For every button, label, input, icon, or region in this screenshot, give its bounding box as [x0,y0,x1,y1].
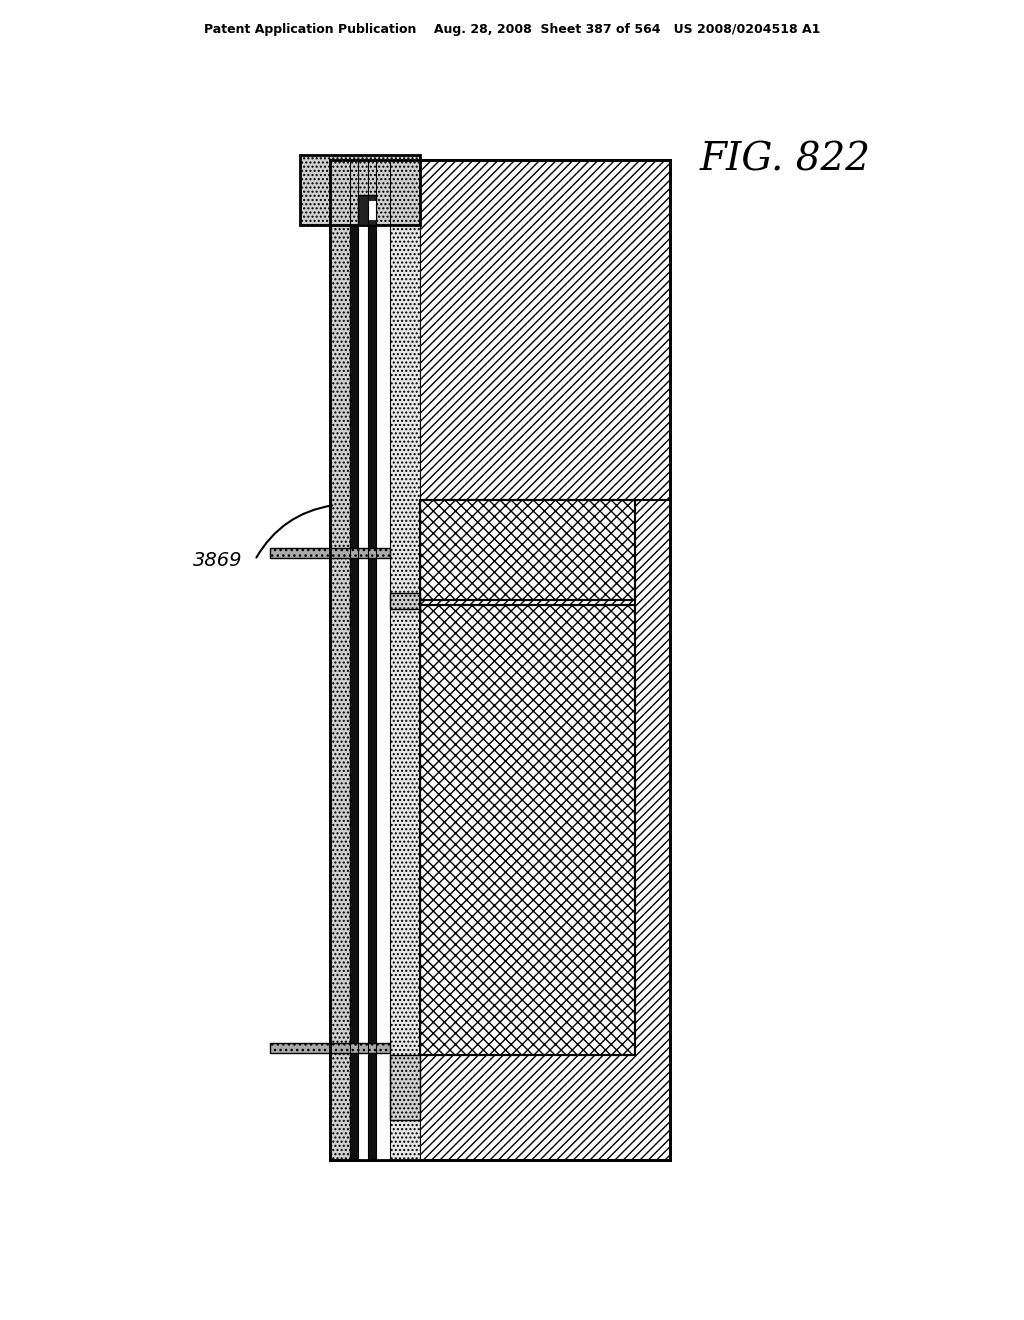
Bar [270,548,390,558]
Bar [330,160,670,1160]
Text: Patent Application Publication    Aug. 28, 2008  Sheet 387 of 564   US 2008/0204: Patent Application Publication Aug. 28, … [204,24,820,37]
Bar [390,593,420,609]
Bar [390,160,420,1160]
FancyArrowPatch shape [256,506,332,557]
Bar [350,160,358,1160]
Bar [420,500,635,601]
Bar [300,154,420,224]
Bar [358,195,376,224]
Text: FIG. 822: FIG. 822 [700,141,871,178]
Bar [390,1055,420,1119]
Bar [420,605,635,1055]
Text: 3869: 3869 [194,550,243,569]
Bar [368,160,376,1160]
Bar [330,160,350,1160]
Bar [368,201,376,220]
Bar [376,160,390,1160]
Bar [358,160,368,1160]
Bar [270,1043,390,1053]
